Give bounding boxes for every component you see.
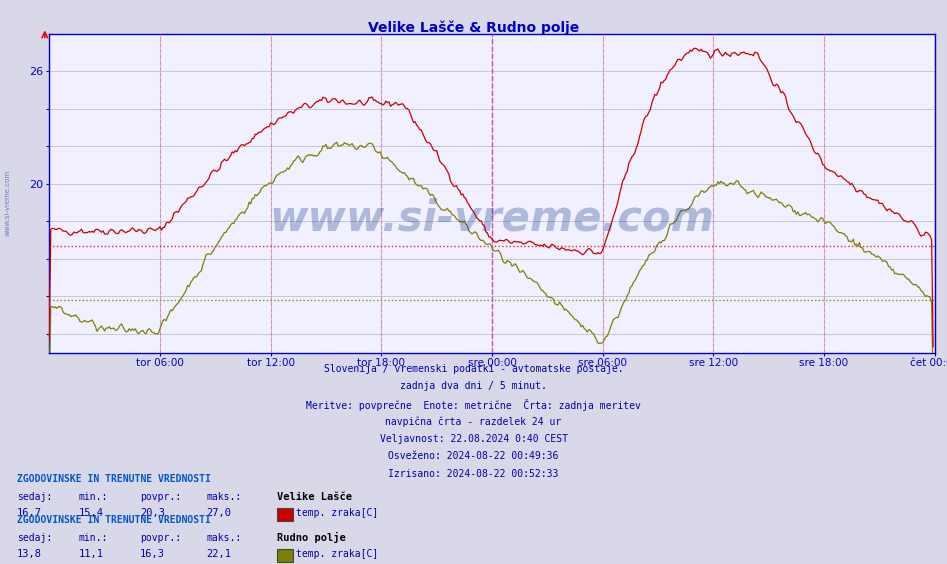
Text: 27,0: 27,0 xyxy=(206,508,231,518)
Text: www.si-vreme.com: www.si-vreme.com xyxy=(270,197,714,240)
Text: 13,8: 13,8 xyxy=(17,549,42,559)
Text: sedaj:: sedaj: xyxy=(17,534,52,544)
Text: min.:: min.: xyxy=(79,492,108,503)
Text: 15,4: 15,4 xyxy=(79,508,103,518)
Text: Rudno polje: Rudno polje xyxy=(277,532,347,544)
Text: 20,3: 20,3 xyxy=(140,508,165,518)
Text: maks.:: maks.: xyxy=(206,492,241,503)
Text: Slovenija / vremenski podatki - avtomatske postaje.: Slovenija / vremenski podatki - avtomats… xyxy=(324,364,623,374)
Text: Izrisano: 2024-08-22 00:52:33: Izrisano: 2024-08-22 00:52:33 xyxy=(388,469,559,479)
Text: www.si-vreme.com: www.si-vreme.com xyxy=(5,170,10,236)
Text: Meritve: povprečne  Enote: metrične  Črta: zadnja meritev: Meritve: povprečne Enote: metrične Črta:… xyxy=(306,399,641,411)
Text: 16,7: 16,7 xyxy=(17,508,42,518)
Text: 16,3: 16,3 xyxy=(140,549,165,559)
Text: Velike Lašče: Velike Lašče xyxy=(277,492,352,503)
Text: Velike Lašče & Rudno polje: Velike Lašče & Rudno polje xyxy=(367,20,580,35)
Text: zadnja dva dni / 5 minut.: zadnja dva dni / 5 minut. xyxy=(400,381,547,391)
Text: Veljavnost: 22.08.2024 0:40 CEST: Veljavnost: 22.08.2024 0:40 CEST xyxy=(380,434,567,444)
Text: temp. zraka[C]: temp. zraka[C] xyxy=(296,508,379,518)
Text: maks.:: maks.: xyxy=(206,534,241,544)
Text: min.:: min.: xyxy=(79,534,108,544)
Text: 11,1: 11,1 xyxy=(79,549,103,559)
Text: navpična črta - razdelek 24 ur: navpična črta - razdelek 24 ur xyxy=(385,416,562,427)
Text: 22,1: 22,1 xyxy=(206,549,231,559)
Text: povpr.:: povpr.: xyxy=(140,492,181,503)
Text: ZGODOVINSKE IN TRENUTNE VREDNOSTI: ZGODOVINSKE IN TRENUTNE VREDNOSTI xyxy=(17,515,211,526)
Text: Osveženo: 2024-08-22 00:49:36: Osveženo: 2024-08-22 00:49:36 xyxy=(388,451,559,461)
Text: sedaj:: sedaj: xyxy=(17,492,52,503)
Text: temp. zraka[C]: temp. zraka[C] xyxy=(296,549,379,559)
Text: ZGODOVINSKE IN TRENUTNE VREDNOSTI: ZGODOVINSKE IN TRENUTNE VREDNOSTI xyxy=(17,474,211,484)
Text: povpr.:: povpr.: xyxy=(140,534,181,544)
